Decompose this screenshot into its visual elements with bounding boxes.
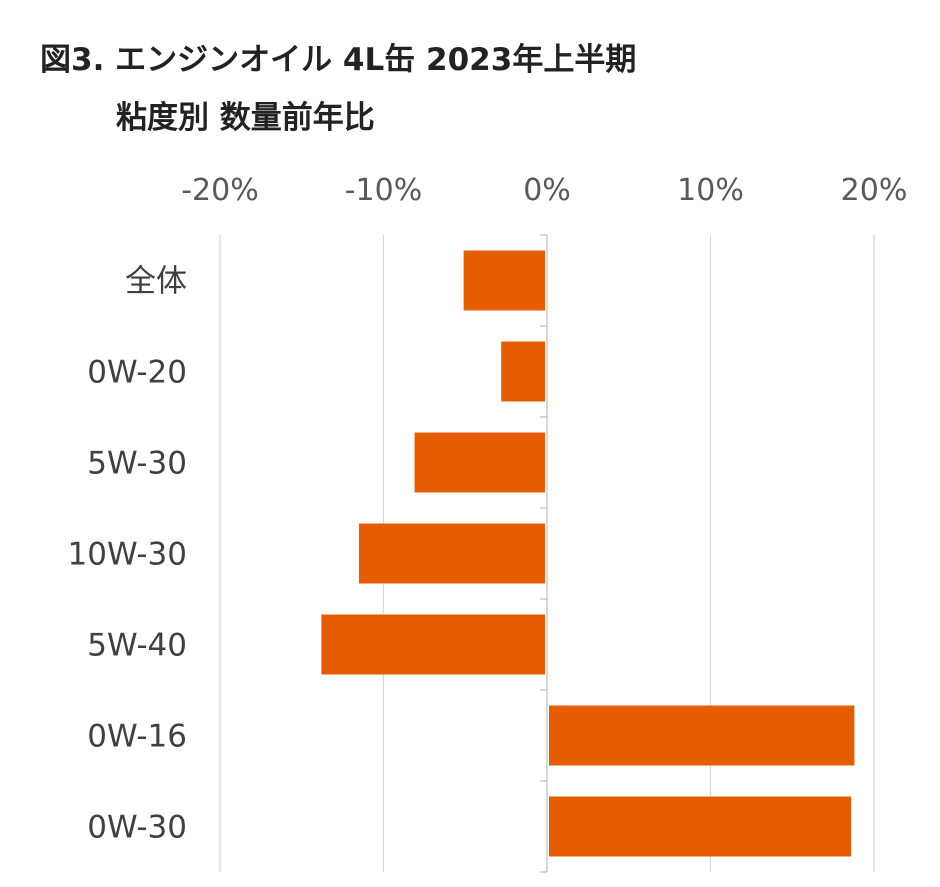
category-label: 0W-16 <box>87 719 187 755</box>
category-label: 10W-30 <box>68 537 187 573</box>
x-tick-label: 10% <box>677 173 744 208</box>
bar <box>549 705 855 766</box>
chart-title-line1: 図3. エンジンオイル 4L缶 2023年上半期 <box>40 42 637 78</box>
x-tick-label: 20% <box>841 173 908 208</box>
bar <box>549 796 852 857</box>
gridlines <box>219 235 875 872</box>
bar <box>358 523 545 584</box>
bar <box>501 341 545 402</box>
category-label: 全体 <box>125 264 187 300</box>
bar <box>463 250 545 311</box>
x-tick-label: -20% <box>181 173 259 208</box>
x-tick-label: 0% <box>523 173 571 208</box>
category-labels: 全体 0W-20 5W-30 10W-30 5W-40 0W-16 0W-30 <box>68 264 187 846</box>
category-label: 5W-40 <box>87 628 187 664</box>
x-axis-tick-labels: -20% -10% 0% 10% 20% <box>181 173 907 208</box>
x-tick-label: -10% <box>345 173 423 208</box>
bars <box>321 250 855 857</box>
bar <box>414 432 545 493</box>
chart-title-line2: 粘度別 数量前年比 <box>116 100 375 136</box>
category-label: 0W-30 <box>87 810 187 846</box>
category-label: 0W-20 <box>87 355 187 391</box>
category-label: 5W-30 <box>87 446 187 482</box>
zero-axis <box>540 234 548 873</box>
bar <box>321 614 545 675</box>
chart-title: 図3. エンジンオイル 4L缶 2023年上半期 粘度別 数量前年比 <box>40 38 920 140</box>
